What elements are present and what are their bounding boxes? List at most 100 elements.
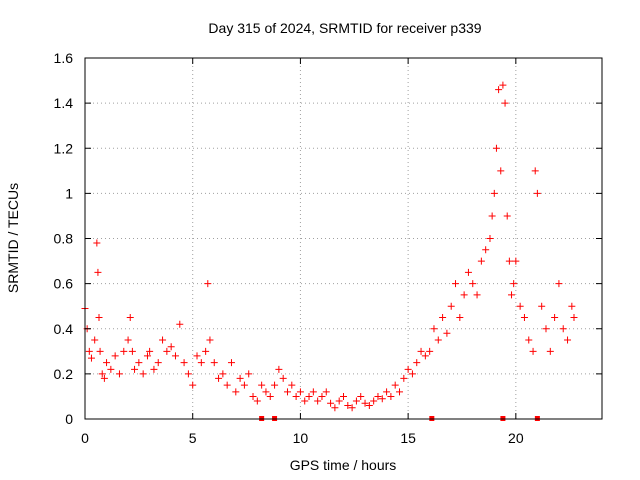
data-point [568,302,576,310]
data-point [309,388,317,396]
data-point [344,401,352,409]
data-point [529,347,537,355]
data-point [232,388,240,396]
data-point [240,381,248,389]
data-point [167,343,175,351]
data-point [301,397,309,405]
data-point [348,404,356,412]
data-point [95,313,103,321]
data-point [111,352,119,360]
data-point [98,370,106,378]
data-point [396,388,404,396]
data-point [103,359,111,367]
data-point [510,280,518,288]
data-point [189,381,197,389]
y-tick-label: 0 [65,411,73,427]
data-point [503,212,511,220]
data-point [501,99,509,107]
y-tick-label: 0.8 [54,231,74,247]
data-point [525,336,533,344]
data-point [305,392,313,400]
data-point [516,302,524,310]
data-point [318,392,326,400]
data-point [93,239,101,247]
grid-lines [85,58,602,419]
plot-frame [84,57,603,420]
data-point [215,374,223,382]
data-point [570,313,578,321]
data-point [452,280,460,288]
y-tick-label: 0.4 [54,321,74,337]
data-point [94,268,102,276]
data-point [146,347,154,355]
data-point [266,392,274,400]
data-point [258,381,266,389]
data-point [391,381,399,389]
data-point [314,397,322,405]
data-point [447,302,455,310]
x-tick-label: 20 [508,430,524,446]
data-point [163,347,171,355]
data-point [135,359,143,367]
data-point [421,352,429,360]
data-point [469,280,477,288]
data-point [150,365,158,373]
data-point [383,388,391,396]
data-point [159,336,167,344]
data-point [430,325,438,333]
data-point [531,167,539,175]
data-point [120,347,128,355]
plot-points [81,81,578,412]
data-point [245,370,253,378]
data-point [546,347,554,355]
y-tick-label: 1 [65,185,73,201]
y-tick-label: 1.6 [54,50,74,66]
data-point [279,374,287,382]
data-point [249,392,257,400]
data-point [542,325,550,333]
x-tick-label: 5 [189,430,197,446]
data-point [417,347,425,355]
y-tick-label: 0.2 [54,366,74,382]
data-point [87,354,95,362]
x-tick-label: 15 [400,430,416,446]
y-tick-label: 1.4 [54,95,74,111]
data-point [236,374,244,382]
data-point [223,381,231,389]
data-point [184,370,192,378]
data-point [426,347,434,355]
data-point [91,336,99,344]
data-point [499,81,507,89]
data-point [288,381,296,389]
data-point [331,404,339,412]
data-point [340,392,347,400]
chart-title: Day 315 of 2024, SRMTID for receiver p33… [208,20,481,36]
data-point [357,392,365,400]
y-tick-label: 0.6 [54,276,74,292]
data-point [100,374,108,382]
data-point [85,347,93,355]
data-point [495,86,503,94]
data-point [193,352,201,360]
data-point [197,359,205,367]
data-point [538,302,546,310]
data-point [555,280,563,288]
data-point [115,370,123,378]
data-point [262,388,270,396]
y-tick-label: 1.2 [54,140,74,156]
data-point [505,257,513,265]
data-point [352,397,360,405]
data-point [387,392,395,400]
data-point [210,359,218,367]
data-point [508,291,516,299]
data-point [490,189,498,197]
data-point [378,395,386,403]
data-point [171,352,179,360]
data-point [374,392,382,400]
data-point [143,352,151,360]
data-point [335,397,343,405]
data-point [443,329,451,337]
data-point [464,268,472,276]
data-point [404,365,412,373]
x-ticks: 0 5 10 15 20 [81,58,524,446]
